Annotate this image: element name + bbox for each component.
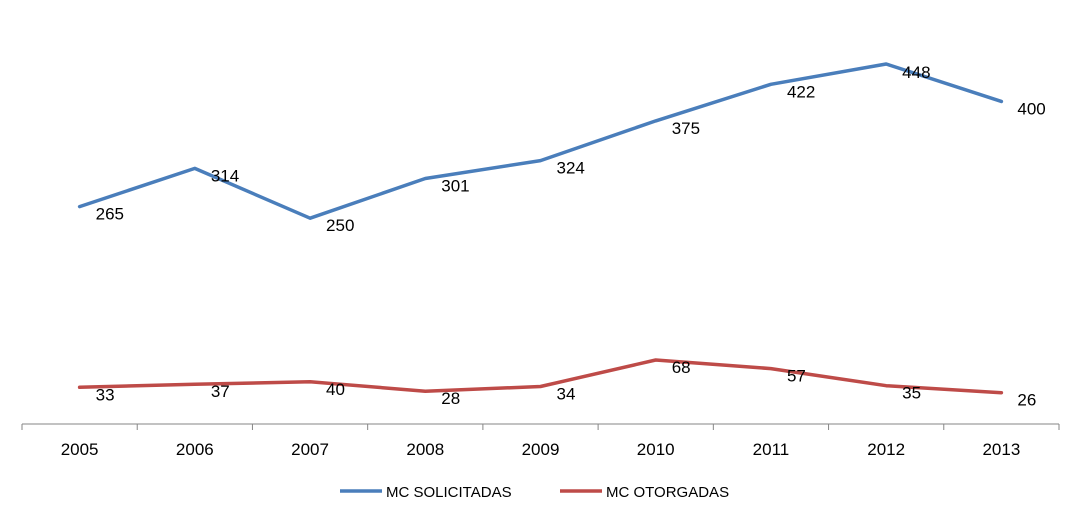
data-label: 400 — [1017, 99, 1045, 118]
data-label: 40 — [326, 380, 345, 399]
series-layer — [77, 62, 1004, 395]
series-line-mc-solicitadas — [77, 62, 1004, 220]
data-label: 26 — [1017, 391, 1036, 410]
data-label: 314 — [211, 166, 239, 185]
x-tick-label: 2009 — [522, 440, 560, 459]
data-label: 375 — [672, 119, 700, 138]
x-tick-label: 2006 — [176, 440, 214, 459]
data-label: 28 — [441, 389, 460, 408]
data-label: 37 — [211, 382, 230, 401]
x-tick-label: 2013 — [982, 440, 1020, 459]
x-tick-label: 2005 — [61, 440, 99, 459]
data-label: 422 — [787, 82, 815, 101]
data-label: 265 — [96, 205, 124, 224]
data-label: 301 — [441, 177, 469, 196]
x-axis: 2005 2006 2007 2008 2009 2010 2011 2012 2013 — [21, 423, 1060, 459]
x-tick-label: 2011 — [753, 440, 790, 459]
legend-label: MC SOLICITADAS — [386, 484, 512, 501]
x-tick-label: 2007 — [291, 440, 329, 459]
x-tick-label: 2012 — [867, 440, 905, 459]
data-label: 33 — [96, 385, 115, 404]
legend: MC SOLICITADAS MC OTORGADAS — [340, 484, 729, 501]
data-label: 324 — [557, 159, 585, 178]
data-label: 57 — [787, 367, 806, 386]
data-label: 34 — [557, 385, 576, 404]
series-line-mc-otorgadas — [77, 358, 1004, 395]
data-labels: 265 314 250 301 324 375 422 448 400 33 37 40 28 34 68 5… — [96, 63, 1046, 410]
data-label: 68 — [672, 358, 691, 377]
legend-label: MC OTORGADAS — [606, 484, 729, 501]
data-label: 448 — [902, 63, 930, 82]
x-tick-label: 2008 — [406, 440, 444, 459]
data-label: 250 — [326, 216, 354, 235]
x-tick-label: 2010 — [637, 440, 675, 459]
data-label: 35 — [902, 384, 921, 403]
